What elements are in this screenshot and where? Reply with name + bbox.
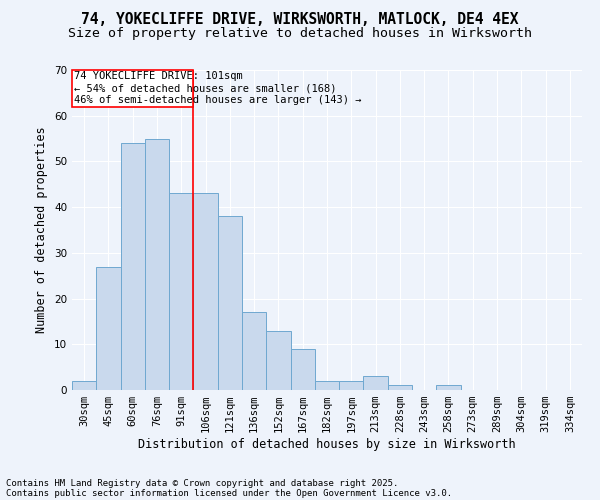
Text: Contains HM Land Registry data © Crown copyright and database right 2025.: Contains HM Land Registry data © Crown c… xyxy=(6,478,398,488)
Text: 46% of semi-detached houses are larger (143) →: 46% of semi-detached houses are larger (… xyxy=(74,95,362,105)
Bar xyxy=(436,386,461,390)
Bar xyxy=(339,381,364,390)
X-axis label: Distribution of detached houses by size in Wirksworth: Distribution of detached houses by size … xyxy=(138,438,516,451)
Bar xyxy=(315,381,339,390)
Bar xyxy=(96,266,121,390)
Y-axis label: Number of detached properties: Number of detached properties xyxy=(35,126,49,334)
Bar xyxy=(72,381,96,390)
Text: Contains public sector information licensed under the Open Government Licence v3: Contains public sector information licen… xyxy=(6,488,452,498)
Bar xyxy=(218,216,242,390)
Bar xyxy=(364,376,388,390)
Bar xyxy=(193,194,218,390)
Text: 74 YOKECLIFFE DRIVE: 101sqm: 74 YOKECLIFFE DRIVE: 101sqm xyxy=(74,72,243,82)
Bar xyxy=(242,312,266,390)
Bar xyxy=(121,143,145,390)
Text: Size of property relative to detached houses in Wirksworth: Size of property relative to detached ho… xyxy=(68,28,532,40)
Bar xyxy=(388,386,412,390)
Bar xyxy=(266,330,290,390)
Bar xyxy=(169,194,193,390)
Text: ← 54% of detached houses are smaller (168): ← 54% of detached houses are smaller (16… xyxy=(74,84,337,94)
Bar xyxy=(290,349,315,390)
Bar xyxy=(145,138,169,390)
FancyBboxPatch shape xyxy=(72,70,193,106)
Text: 74, YOKECLIFFE DRIVE, WIRKSWORTH, MATLOCK, DE4 4EX: 74, YOKECLIFFE DRIVE, WIRKSWORTH, MATLOC… xyxy=(81,12,519,28)
